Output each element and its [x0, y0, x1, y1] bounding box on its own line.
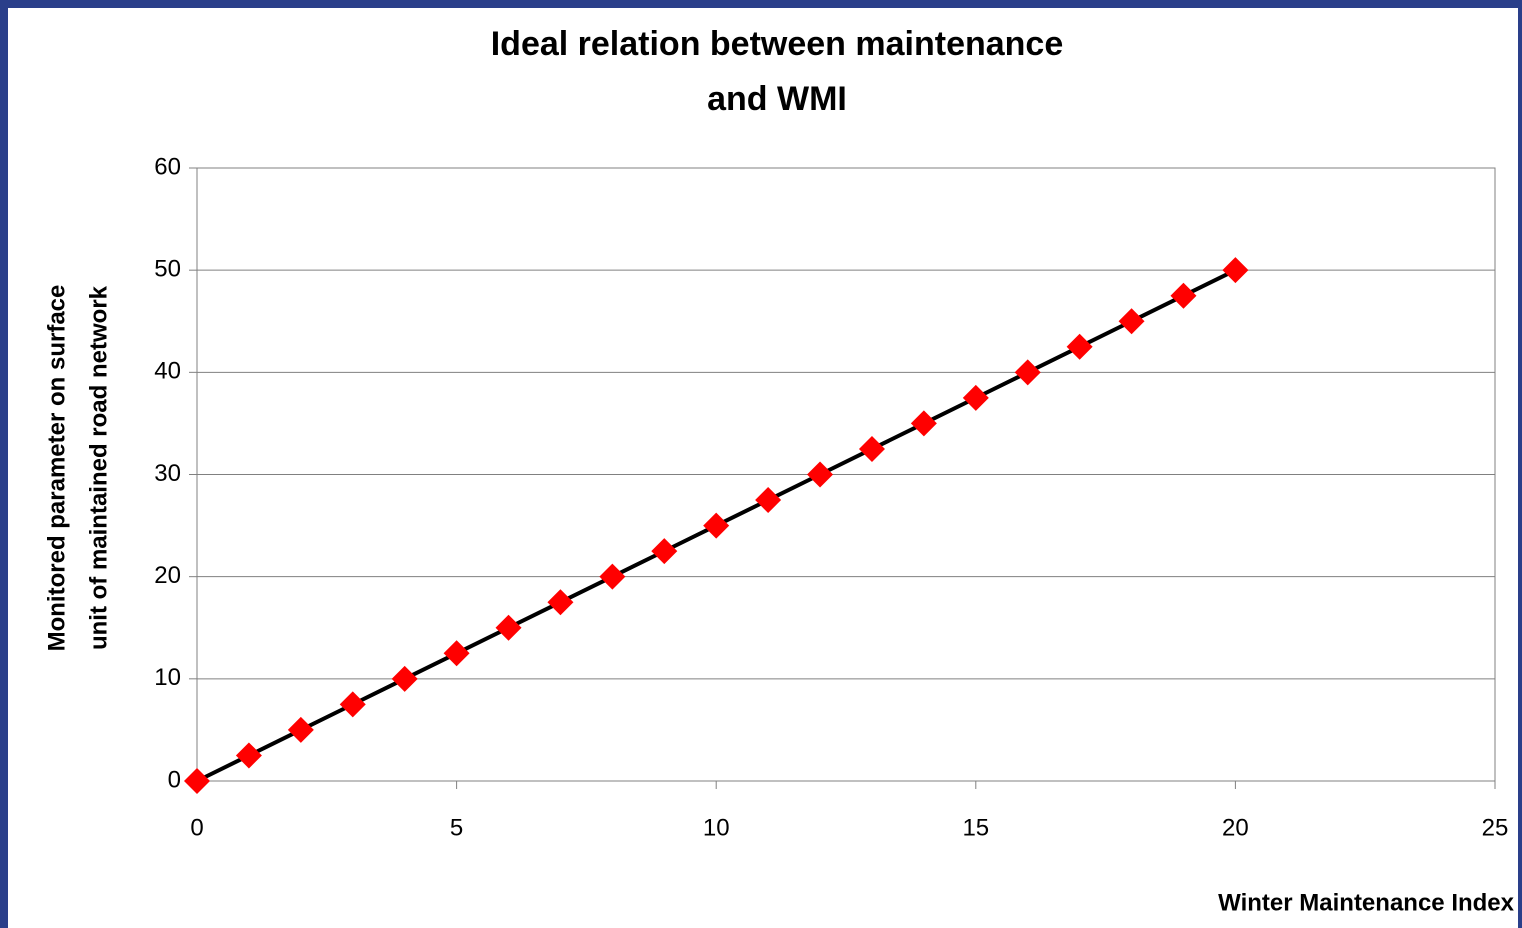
chart-background [8, 8, 1518, 928]
x-tick-label: 15 [962, 814, 989, 841]
data-point [391, 665, 418, 692]
data-point [235, 742, 262, 769]
data-point [1222, 257, 1249, 284]
data-point [339, 691, 366, 718]
y-tick-label: 60 [154, 153, 181, 180]
y-tick-label: 0 [168, 766, 181, 793]
data-point [287, 716, 314, 743]
data-point [703, 512, 730, 539]
y-axis-label: Monitored parameter on surface [43, 285, 70, 652]
y-tick-label: 30 [154, 460, 181, 487]
chart-title: Ideal relation between maintenance [491, 25, 1064, 63]
x-tick-label: 5 [450, 814, 463, 841]
data-point [1118, 308, 1145, 335]
data-point [807, 461, 834, 488]
y-tick-label: 20 [154, 562, 181, 589]
x-tick-label: 20 [1222, 814, 1249, 841]
y-tick-label: 50 [154, 256, 181, 283]
x-axis-label: Winter Maintenance Index [1218, 889, 1514, 916]
data-point [495, 614, 522, 641]
data-point [1066, 333, 1093, 360]
data-point [1014, 359, 1041, 386]
data-point [547, 589, 574, 616]
x-tick-label: 25 [1482, 814, 1509, 841]
data-point [599, 563, 626, 590]
plot-frame [196, 167, 1496, 782]
chart-title: and WMI [707, 80, 847, 118]
data-point [1170, 282, 1197, 309]
y-tick-label: 40 [154, 358, 181, 385]
x-tick-label: 10 [703, 814, 730, 841]
x-tick-label: 0 [190, 814, 203, 841]
data-point [651, 538, 678, 565]
y-axis-label: unit of maintained road network [85, 285, 112, 650]
data-point [443, 640, 470, 667]
data-point [962, 384, 989, 411]
y-tick-label: 10 [154, 664, 181, 691]
data-point [910, 410, 937, 437]
data-point [184, 768, 210, 794]
data-point [755, 487, 782, 514]
data-point [858, 435, 885, 462]
